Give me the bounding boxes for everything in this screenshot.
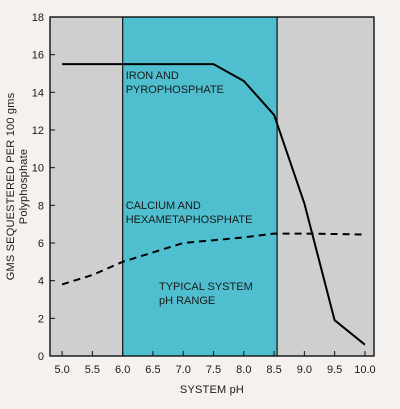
y-tick-label: 4 [38, 276, 44, 288]
x-tick-label: 5.0 [54, 364, 69, 376]
y-tick-label: 16 [32, 50, 44, 62]
plot-frame [49, 16, 375, 357]
annotations: IRON AND PYROPHOSPHATE CALCIUM AND HEXAMETA… [126, 70, 253, 307]
x-tick-label: 6.0 [115, 364, 130, 376]
x-tick-label: 7.0 [176, 364, 191, 376]
x-tick-label: 9.5 [327, 364, 342, 376]
x-tick-label: 9.0 [297, 364, 312, 376]
y-tick-label: 2 [38, 313, 44, 325]
x-tick-label: 8.0 [236, 364, 251, 376]
y-tick-label: 8 [38, 200, 44, 212]
y-tick-label: 6 [38, 238, 44, 250]
annotation-3-line-2: pH RANGE [159, 295, 215, 307]
x-tick-label: 6.5 [145, 364, 160, 376]
range-bands [50, 17, 374, 356]
y-tick-label: 14 [32, 87, 44, 99]
annotation-1-line-1: IRON AND [126, 70, 179, 82]
y-axis-label-line2: Polyphosphate [18, 149, 30, 224]
axis-ticks: 0 2 4 6 8 10 12 14 16 18 5.0 5.5 6.0 6.5 7.0 7.5 8.0 8.5 9… [32, 12, 376, 376]
band-low-ph [50, 17, 123, 356]
y-axis-label-line1: GMS SEQUESTERED PER 100 gms [5, 92, 17, 280]
series-line-1 [62, 63, 366, 346]
series-lines [61, 63, 366, 346]
band-high-ph [277, 17, 374, 356]
x-tick-label: 10.0 [354, 364, 375, 376]
x-tick-label: 5.5 [85, 364, 100, 376]
annotation-2-line-2: HEXAMETAPHOSPHATE [126, 214, 253, 226]
y-tick-label: 12 [32, 125, 44, 137]
x-tick-label: 8.5 [266, 364, 281, 376]
y-tick-label: 0 [38, 351, 44, 363]
x-tick-label: 7.5 [206, 364, 221, 376]
annotation-1-line-2: PYROPHOSPHATE [126, 84, 224, 96]
y-tick-label: 18 [32, 12, 44, 24]
x-axis-label: SYSTEM pH [180, 384, 244, 396]
annotation-3-line-1: TYPICAL SYSTEM [159, 281, 253, 293]
series-line-2 [61, 232, 365, 286]
band-typical-range [122, 17, 278, 356]
y-tick-label: 10 [32, 163, 44, 175]
annotation-2-line-1: CALCIUM AND [126, 200, 201, 212]
